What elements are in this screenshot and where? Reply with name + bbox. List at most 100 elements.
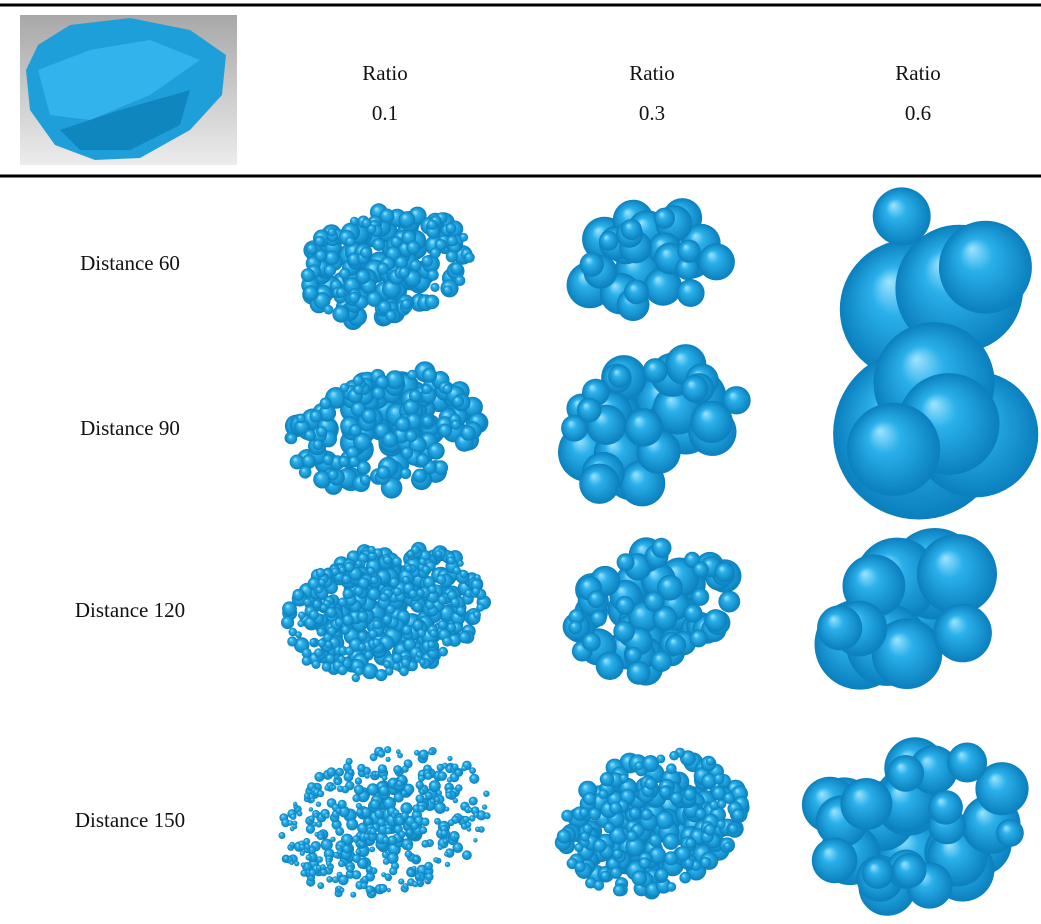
sphere (697, 243, 735, 281)
sphere (406, 828, 413, 836)
sphere (352, 794, 361, 803)
sphere (628, 807, 642, 820)
sphere (395, 416, 411, 432)
sphere (288, 627, 298, 637)
sphere (341, 785, 350, 794)
sphere (386, 852, 399, 865)
sphere (338, 455, 350, 468)
sphere (366, 290, 383, 307)
sphere (300, 268, 315, 283)
sphere (314, 235, 326, 247)
sphere (355, 269, 371, 285)
sphere (303, 792, 311, 800)
sphere (370, 576, 379, 585)
sphere (690, 400, 733, 444)
sphere (643, 591, 665, 612)
sphere (683, 787, 697, 801)
sphere (442, 636, 453, 647)
sphere (286, 433, 298, 445)
sphere (603, 822, 615, 834)
sphere (308, 609, 320, 620)
sphere (561, 809, 574, 822)
sphere (334, 778, 342, 786)
sphere (460, 425, 476, 441)
sphere (404, 429, 418, 443)
sphere (429, 798, 436, 804)
sphere (556, 829, 572, 844)
sphere (361, 875, 369, 883)
sphere-cluster (300, 203, 475, 330)
sphere (312, 439, 324, 451)
sphere (332, 305, 350, 323)
sphere (287, 820, 294, 826)
sphere (324, 785, 330, 791)
sphere (278, 832, 286, 839)
sphere (401, 624, 413, 636)
sphere (437, 620, 448, 630)
sphere (398, 266, 410, 279)
sphere (289, 454, 305, 470)
sphere (353, 784, 365, 795)
sphere (396, 780, 403, 787)
sphere (359, 474, 371, 486)
sphere (344, 646, 354, 656)
sphere (372, 619, 383, 630)
sphere (382, 858, 390, 865)
sphere (369, 846, 376, 853)
cells (278, 187, 1039, 916)
sphere (421, 367, 438, 383)
sphere (353, 384, 364, 395)
sphere (377, 764, 387, 774)
sphere (385, 756, 391, 763)
row-label: Distance 90 (80, 416, 180, 440)
sphere (342, 844, 352, 854)
sphere (327, 227, 337, 237)
sphere (391, 556, 402, 567)
sphere (304, 843, 311, 850)
sphere (401, 790, 407, 797)
sphere (345, 236, 356, 247)
sphere (624, 279, 649, 305)
sphere (369, 799, 381, 810)
sphere (299, 850, 305, 856)
sphere (587, 590, 606, 609)
sphere-cluster (278, 746, 491, 899)
sphere (369, 827, 377, 836)
sphere (458, 631, 471, 644)
sphere (410, 821, 419, 830)
sphere (300, 862, 306, 868)
sphere (582, 632, 601, 652)
sphere (392, 587, 402, 597)
sphere (580, 831, 590, 842)
sphere (392, 662, 401, 671)
sphere (655, 810, 674, 830)
sphere (295, 631, 302, 639)
sphere (616, 553, 635, 572)
sphere (319, 397, 332, 410)
sphere (419, 789, 425, 795)
sphere (452, 566, 461, 575)
sphere (452, 842, 464, 853)
sphere-cluster (562, 537, 742, 686)
sphere-cluster (839, 187, 1032, 380)
sphere (301, 648, 312, 659)
sphere-cluster (554, 747, 750, 900)
sphere (313, 470, 332, 489)
sphere (353, 586, 364, 596)
sphere (324, 813, 330, 819)
sphere (336, 287, 347, 298)
sphere (412, 601, 423, 612)
sphere (420, 817, 430, 827)
sphere (651, 537, 672, 559)
sphere (377, 749, 386, 758)
sphere (299, 843, 306, 851)
sphere (344, 561, 355, 573)
sphere (326, 860, 332, 867)
sphere (352, 375, 364, 386)
sphere (378, 785, 390, 796)
sphere (447, 819, 455, 827)
sphere (335, 826, 345, 836)
sphere (424, 861, 433, 871)
sphere (685, 837, 696, 849)
sphere (367, 587, 381, 601)
